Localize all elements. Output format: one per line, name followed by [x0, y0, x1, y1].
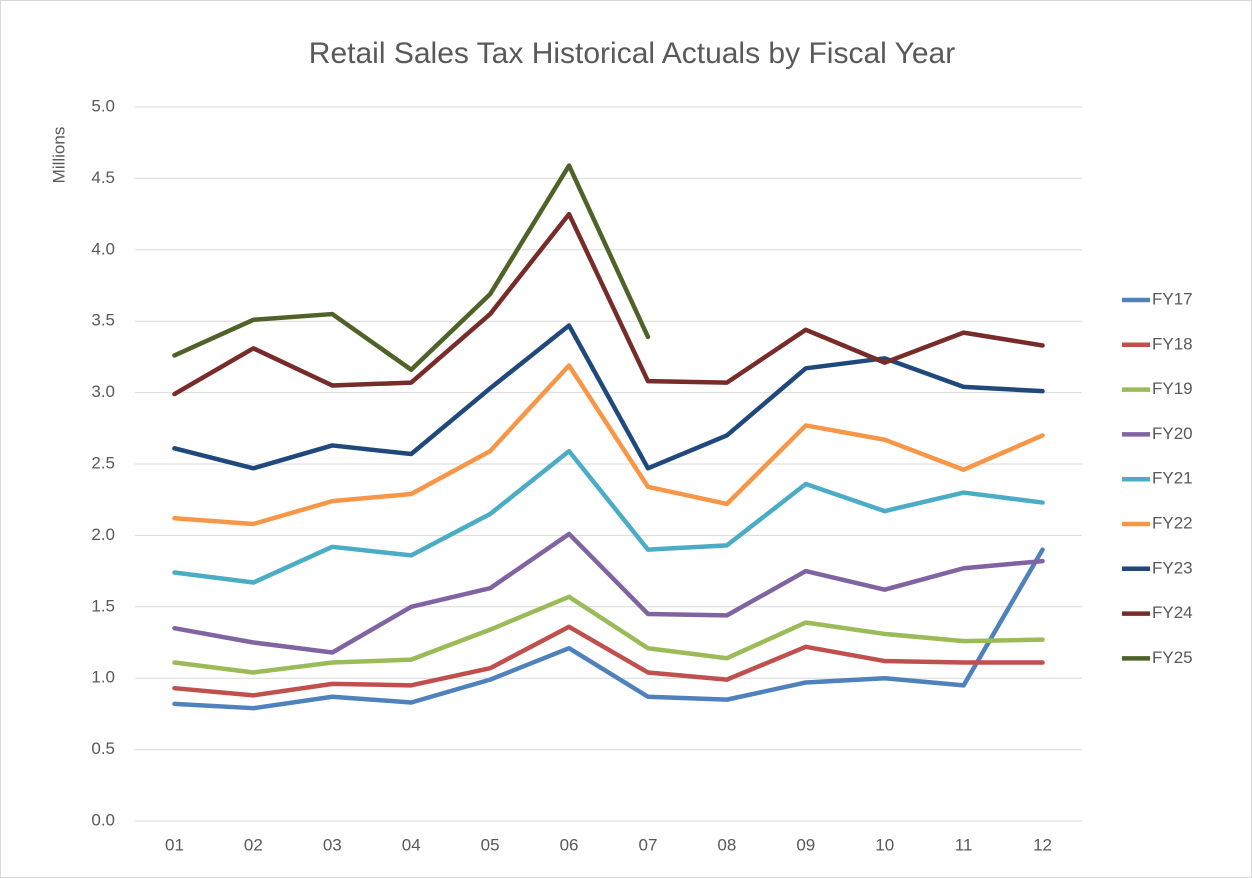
y-tick-label: 1.0: [91, 668, 115, 687]
y-tick-label: 1.5: [91, 596, 115, 615]
x-tick-label: 09: [796, 835, 815, 854]
x-tick-label: 02: [244, 835, 263, 854]
x-tick-label: 11: [955, 835, 973, 854]
x-tick-label: 04: [402, 835, 421, 854]
line-series: [172, 163, 651, 373]
line-series: [172, 363, 1045, 527]
legend-label: FY22: [1152, 513, 1193, 532]
line-series: [172, 594, 1045, 675]
y-tick-label: 3.0: [91, 382, 115, 401]
line-series: [172, 624, 1045, 698]
legend-label: FY19: [1152, 379, 1193, 398]
legend-label: FY25: [1152, 648, 1193, 667]
line-series: [172, 531, 1045, 655]
y-tick-label: 5.0: [91, 96, 115, 115]
chart-title: Retail Sales Tax Historical Actuals by F…: [309, 37, 955, 70]
x-tick-label: 07: [638, 835, 657, 854]
x-tick-label: 06: [560, 835, 579, 854]
y-tick-label: 2.0: [91, 525, 115, 544]
line-series: [172, 547, 1045, 711]
line-series: [172, 211, 1045, 397]
y-axis-label: Millions: [49, 127, 68, 184]
x-tick-label: 03: [323, 835, 342, 854]
line-series: [172, 448, 1045, 585]
y-tick-label: 3.5: [91, 311, 115, 330]
legend-label: FY21: [1152, 469, 1193, 488]
legend-label: FY18: [1152, 334, 1193, 353]
legend-label: FY17: [1152, 289, 1193, 308]
x-tick-label: 12: [1033, 835, 1052, 854]
x-tick-label: 08: [717, 835, 736, 854]
y-tick-label: 4.0: [91, 239, 115, 258]
y-tick-label: 2.5: [91, 453, 115, 472]
y-tick-label: 0.5: [91, 739, 115, 758]
line-series: [172, 323, 1045, 471]
legend-label: FY23: [1152, 558, 1193, 577]
x-tick-label: 01: [165, 835, 184, 854]
x-tick-label: 05: [481, 835, 500, 854]
legend-label: FY24: [1152, 603, 1193, 622]
y-tick-label: 4.5: [91, 168, 115, 187]
legend-label: FY20: [1152, 424, 1193, 443]
x-tick-label: 10: [875, 835, 894, 854]
y-tick-label: 0.0: [91, 810, 115, 829]
